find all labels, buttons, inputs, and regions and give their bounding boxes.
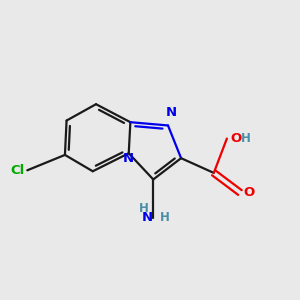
Text: N: N — [123, 152, 134, 165]
Text: O: O — [230, 132, 242, 145]
Text: N: N — [142, 211, 153, 224]
Text: H: H — [160, 211, 170, 224]
Text: H: H — [139, 202, 149, 215]
Text: O: O — [243, 186, 254, 199]
Text: Cl: Cl — [11, 164, 25, 177]
Text: H: H — [241, 132, 250, 145]
Text: N: N — [166, 106, 177, 119]
